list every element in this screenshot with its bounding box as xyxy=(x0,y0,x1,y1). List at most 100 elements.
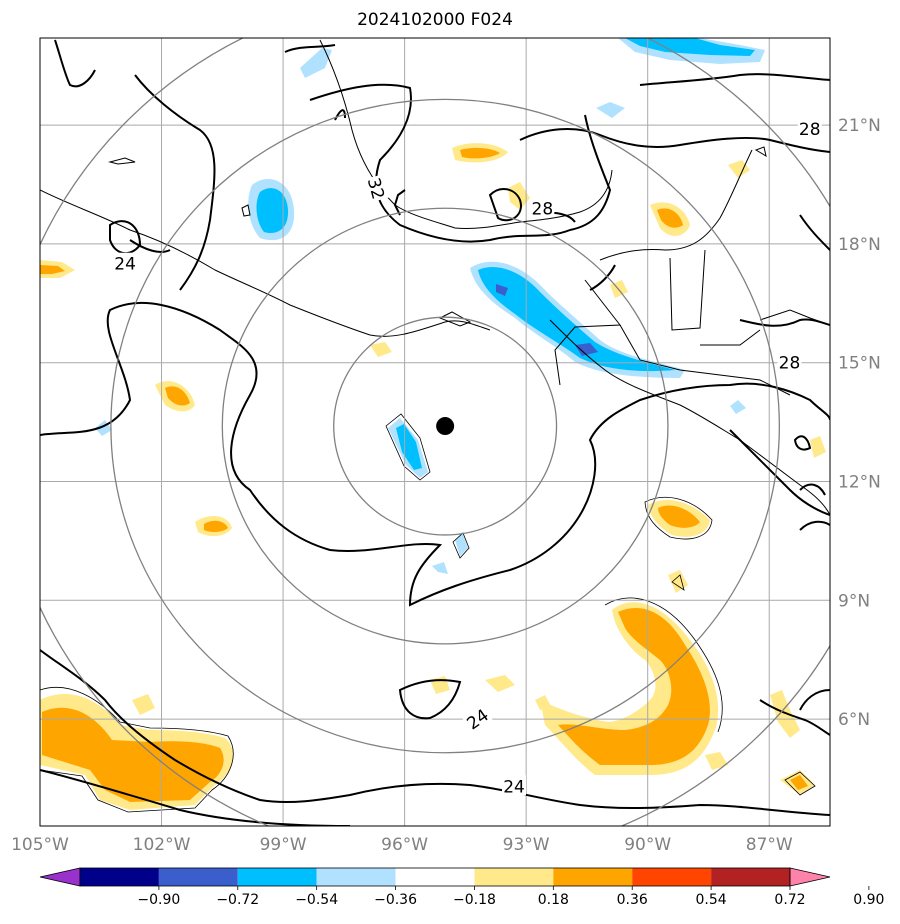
plot-frame xyxy=(39,37,831,827)
contour-label: 28 xyxy=(779,354,801,374)
contour-line xyxy=(393,189,406,216)
latitude-tick-label: 9°N xyxy=(838,591,870,611)
colorbar-swatch xyxy=(474,868,554,886)
range-rings xyxy=(40,38,830,826)
border-belize xyxy=(669,249,706,331)
latitude-labels: 6°N 9°N 12°N 15°N 18°N 21°N xyxy=(838,116,881,730)
shading-layer xyxy=(40,38,826,810)
storm-center-marker xyxy=(436,417,455,436)
contour-label-group: 28 xyxy=(777,351,802,374)
colorbar-swatch xyxy=(632,868,712,886)
range-ring xyxy=(333,316,558,536)
coastline-central-america xyxy=(549,319,830,516)
lat-lon-grid xyxy=(40,38,830,826)
contour-line xyxy=(40,301,830,607)
colorbar-tick-label: 0.54 xyxy=(696,892,727,908)
colorbar-tick-label: −0.90 xyxy=(137,892,180,908)
positive-shade-area xyxy=(460,147,500,159)
contour-label-background xyxy=(530,197,555,218)
border-honduras xyxy=(619,324,791,396)
contour-label-background xyxy=(777,351,802,372)
negative-shade-area xyxy=(396,424,422,470)
contour-line xyxy=(799,483,830,531)
colorbar-tick-label: −0.18 xyxy=(453,892,496,908)
contour-label: 24 xyxy=(503,777,525,797)
latitude-tick-label: 18°N xyxy=(838,235,881,255)
contour-line xyxy=(40,649,830,816)
negative-shade-area xyxy=(256,188,289,234)
colorbar-tick-label: −0.36 xyxy=(374,892,417,908)
colorbar-swatch xyxy=(316,868,396,886)
colorbar xyxy=(39,867,831,887)
positive-shade-area xyxy=(558,608,710,765)
contour-line xyxy=(759,699,830,736)
latitude-tick-label: 6°N xyxy=(838,710,870,730)
colorbar-swatch xyxy=(395,868,475,886)
contour-line xyxy=(589,264,616,291)
contour-label-background xyxy=(461,703,493,734)
coastline-gulf xyxy=(319,39,613,229)
contour-line xyxy=(54,39,96,88)
coastline-mexico-pacific xyxy=(40,189,491,337)
colorbar-swatch xyxy=(553,868,633,886)
coastline-lake xyxy=(438,311,472,327)
colorbar-tick-label: 0.18 xyxy=(538,892,569,908)
contour-line xyxy=(793,435,812,451)
contour-label-background xyxy=(797,118,822,139)
latitude-tick-label: 12°N xyxy=(838,472,881,492)
contour-line xyxy=(739,318,830,327)
contour-line xyxy=(109,220,142,255)
strong-negative-shade xyxy=(496,284,598,356)
positive-shade-area xyxy=(658,505,700,528)
negative-shade-area xyxy=(300,48,332,78)
contour-line xyxy=(519,127,830,153)
colorbar-swatch xyxy=(237,868,317,886)
contour-line xyxy=(639,73,830,86)
contour-label-group: 24 xyxy=(502,775,526,797)
contour-label-group: 28 xyxy=(530,197,555,219)
colorbar-tick-label: −0.72 xyxy=(216,892,259,908)
coastline-layer xyxy=(40,39,830,516)
contour-line xyxy=(729,429,830,516)
contour-label-group: 32 xyxy=(363,174,390,203)
contour-label: 28 xyxy=(532,199,554,219)
range-ring xyxy=(221,207,669,645)
positive-shade-area xyxy=(42,707,224,802)
negative-shade-area xyxy=(432,532,468,574)
contour-line xyxy=(40,769,351,826)
colorbar-tick-label: −0.54 xyxy=(295,892,338,908)
negative-shade-area xyxy=(596,102,625,118)
colorbar-frame xyxy=(79,867,791,887)
contour-line xyxy=(799,214,830,251)
colorbar-swatch xyxy=(158,868,238,886)
border-guatemala xyxy=(554,279,621,386)
range-ring xyxy=(110,98,781,754)
positive-shade-area xyxy=(657,208,683,228)
colorbar-labels: −0.90 −0.72 −0.54 −0.36 −0.18 0.18 0.36 0.54 0.7… xyxy=(137,886,884,908)
longitude-labels: 105°W 102°W 99°W 96°W 93°W 90°W 87°W xyxy=(11,835,793,855)
colorbar-swatch xyxy=(80,868,159,886)
latitude-tick-label: 15°N xyxy=(838,354,881,374)
latitude-tick-label: 21°N xyxy=(838,116,881,136)
contour-line xyxy=(309,83,612,243)
colorbar-swatch xyxy=(711,868,790,886)
positive-shade-area xyxy=(165,386,190,406)
positive-shade-area xyxy=(204,520,228,533)
contour-label-background xyxy=(113,252,138,273)
colorbar-extend-low xyxy=(39,867,81,887)
contour-line xyxy=(799,689,830,711)
colorbar-tick-label: 0.36 xyxy=(617,892,648,908)
coastline-islands xyxy=(108,146,767,217)
longitude-tick-label: 105°W xyxy=(11,835,69,855)
map-title: 2024102000 F024 xyxy=(357,10,513,30)
contour-line xyxy=(129,74,216,291)
contour-line xyxy=(398,679,462,720)
longitude-tick-label: 90°W xyxy=(624,835,671,855)
negative-shade-area xyxy=(478,266,675,372)
contour-label-group: 28 xyxy=(797,118,822,140)
colorbar-tick-label: 0.72 xyxy=(774,892,805,908)
longitude-tick-label: 102°W xyxy=(133,835,191,855)
colorbar-tick-label: 0.90 xyxy=(853,892,884,908)
